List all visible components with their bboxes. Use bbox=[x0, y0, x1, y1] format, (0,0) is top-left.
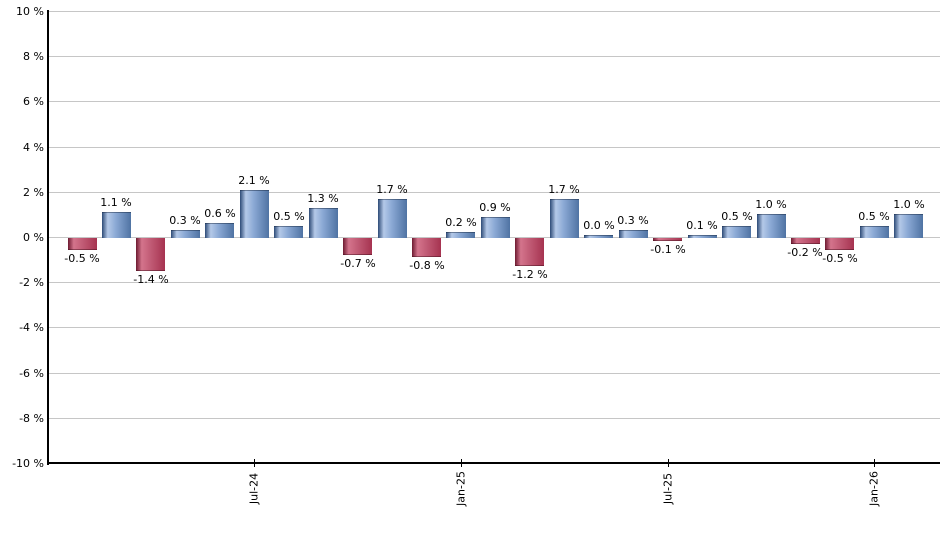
bar-positive[interactable] bbox=[722, 226, 751, 238]
bar-negative[interactable] bbox=[343, 238, 372, 255]
gridline bbox=[49, 101, 940, 102]
bar-positive[interactable] bbox=[446, 232, 475, 238]
bar-value-label: -0.5 % bbox=[64, 252, 100, 265]
bar-value-label: 0.0 % bbox=[583, 219, 615, 232]
bar-positive[interactable] bbox=[550, 199, 579, 238]
bar-positive[interactable] bbox=[171, 230, 200, 238]
bar-positive[interactable] bbox=[619, 230, 648, 238]
bar-positive[interactable] bbox=[688, 235, 717, 238]
y-axis-tick-label: 4 % bbox=[23, 141, 44, 154]
bar-value-label: 1.7 % bbox=[376, 183, 408, 196]
bar-value-label: 0.3 % bbox=[169, 214, 201, 227]
bar-value-label: 1.0 % bbox=[893, 198, 925, 211]
bar-positive[interactable] bbox=[584, 235, 613, 238]
bar-negative[interactable] bbox=[515, 238, 544, 266]
bar-negative[interactable] bbox=[791, 238, 820, 244]
bar-negative[interactable] bbox=[825, 238, 854, 250]
bar-value-label: 1.0 % bbox=[755, 198, 787, 211]
bar-value-label: 0.5 % bbox=[721, 210, 753, 223]
bar-positive[interactable] bbox=[309, 208, 338, 238]
bar-positive[interactable] bbox=[274, 226, 303, 238]
bar-value-label: -0.1 % bbox=[650, 243, 686, 256]
bar-positive[interactable] bbox=[894, 214, 923, 238]
y-axis-tick-label: -8 % bbox=[19, 412, 44, 425]
bar-value-label: -0.2 % bbox=[787, 246, 823, 259]
bar-value-label: 0.1 % bbox=[686, 219, 718, 232]
bar-negative[interactable] bbox=[412, 238, 441, 257]
x-axis-tick-label: Jul-25 bbox=[661, 472, 675, 505]
bar-value-label: -0.8 % bbox=[409, 259, 445, 272]
x-axis-tick bbox=[254, 459, 255, 467]
y-axis-line bbox=[47, 10, 49, 465]
bar-value-label: 0.3 % bbox=[617, 214, 649, 227]
y-axis-tick-label: 2 % bbox=[23, 186, 44, 199]
bar-value-label: 1.1 % bbox=[100, 196, 132, 209]
x-axis-tick bbox=[668, 459, 669, 467]
gridline bbox=[49, 11, 940, 12]
gridline bbox=[49, 327, 940, 328]
bar-value-label: 1.3 % bbox=[307, 192, 339, 205]
bar-value-label: 0.6 % bbox=[204, 207, 236, 220]
x-axis-tick bbox=[874, 459, 875, 467]
y-axis-tick-label: 10 % bbox=[16, 5, 44, 18]
bar-value-label: 0.5 % bbox=[273, 210, 305, 223]
y-axis-tick-label: 8 % bbox=[23, 50, 44, 63]
bar-value-label: 0.2 % bbox=[445, 216, 477, 229]
bar-value-label: -1.2 % bbox=[512, 268, 548, 281]
y-axis-tick-label: -2 % bbox=[19, 276, 44, 289]
gridline bbox=[49, 56, 940, 57]
bar-positive[interactable] bbox=[860, 226, 889, 238]
bar-positive[interactable] bbox=[757, 214, 786, 238]
gridline bbox=[49, 192, 940, 193]
gridline bbox=[49, 282, 940, 283]
bar-positive[interactable] bbox=[205, 223, 234, 238]
x-axis-tick-label: Jan-26 bbox=[867, 471, 881, 506]
y-axis-tick-label: -4 % bbox=[19, 321, 44, 334]
bar-positive[interactable] bbox=[481, 217, 510, 238]
bar-value-label: 0.9 % bbox=[479, 201, 511, 214]
bar-positive[interactable] bbox=[240, 190, 269, 238]
y-axis-tick-label: -10 % bbox=[12, 457, 44, 470]
bar-value-label: -1.4 % bbox=[133, 273, 169, 286]
gridline bbox=[49, 373, 940, 374]
bar-value-label: 2.1 % bbox=[238, 174, 270, 187]
bar-value-label: 0.5 % bbox=[858, 210, 890, 223]
gridline bbox=[49, 418, 940, 419]
bar-positive[interactable] bbox=[102, 212, 131, 238]
bar-value-label: -0.7 % bbox=[340, 257, 376, 270]
x-axis-tick-label: Jul-24 bbox=[247, 472, 261, 505]
bar-positive[interactable] bbox=[378, 199, 407, 238]
x-axis-tick bbox=[461, 459, 462, 467]
x-axis-tick-label: Jan-25 bbox=[454, 471, 468, 506]
bar-value-label: -0.5 % bbox=[822, 252, 858, 265]
bar-value-label: 1.7 % bbox=[548, 183, 580, 196]
bar-negative[interactable] bbox=[68, 238, 97, 250]
gridline bbox=[49, 147, 940, 148]
x-axis-line bbox=[47, 462, 940, 464]
y-axis-tick-label: 0 % bbox=[23, 231, 44, 244]
bar-negative[interactable] bbox=[136, 238, 165, 271]
y-axis-tick-label: -6 % bbox=[19, 367, 44, 380]
y-axis-tick-label: 6 % bbox=[23, 95, 44, 108]
bar-negative[interactable] bbox=[653, 238, 682, 241]
